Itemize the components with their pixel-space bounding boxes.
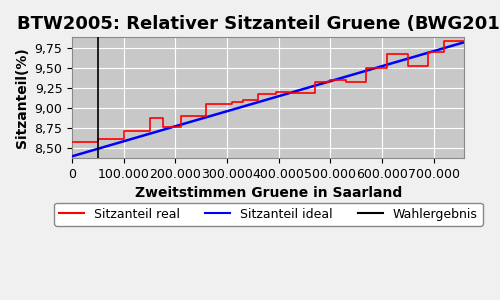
Title: BTW2005: Relativer Sitzanteil Gruene (BWG2011): BTW2005: Relativer Sitzanteil Gruene (BW… [16,15,500,33]
Y-axis label: Sitzanteil(%): Sitzanteil(%) [15,47,29,148]
Legend: Sitzanteil real, Sitzanteil ideal, Wahlergebnis: Sitzanteil real, Sitzanteil ideal, Wahle… [54,202,482,226]
X-axis label: Zweitstimmen Gruene in Saarland: Zweitstimmen Gruene in Saarland [135,186,402,200]
